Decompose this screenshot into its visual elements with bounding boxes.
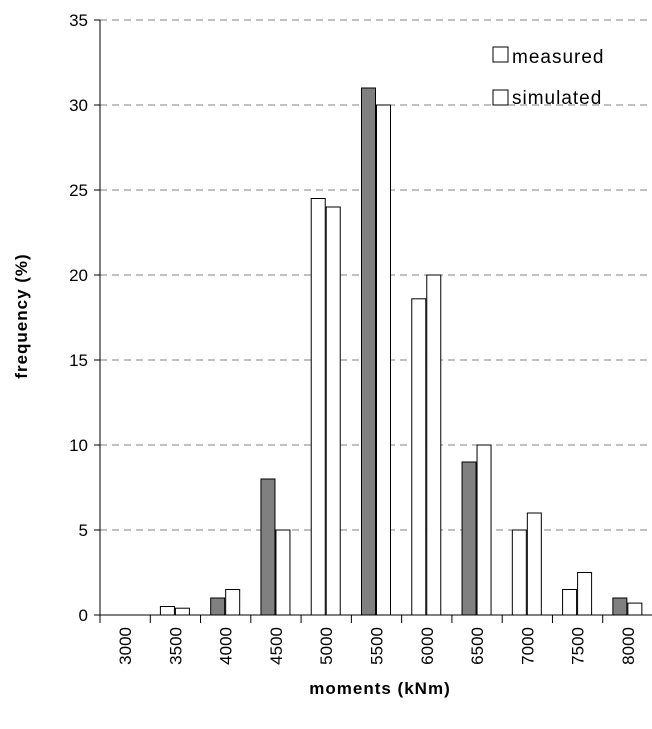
bar-simulated-3500 <box>174 607 190 616</box>
x-tick-label: 5500 <box>368 627 387 665</box>
y-tick-label: 5 <box>79 521 88 540</box>
bar-measured-3500 <box>159 606 175 616</box>
x-tick-label: 4000 <box>217 627 236 665</box>
bar-measured-7500 <box>562 589 578 616</box>
y-axis-title: frequency (%) <box>12 253 31 378</box>
x-tick-label: 3500 <box>166 627 185 665</box>
bar-measured-5000 <box>310 198 326 616</box>
x-axis-ticks: 3000 3500 4000 4500 5000 5500 6000 6500 7000 7500… <box>99 615 638 665</box>
x-tick-label: 6500 <box>468 627 487 665</box>
y-tick-label: 10 <box>69 436 88 455</box>
y-tick-label: 30 <box>69 96 88 115</box>
legend-item-simulated: simulated <box>492 88 602 109</box>
legend-label-simulated: simulated <box>512 88 602 109</box>
bar-simulated-4500 <box>275 529 291 616</box>
legend-label-measured: measured <box>512 47 605 68</box>
legend-swatch-measured <box>492 46 509 63</box>
legend-swatch-simulated <box>492 89 509 106</box>
bar-simulated-8000 <box>627 602 643 616</box>
x-tick-label: 7500 <box>569 627 588 665</box>
y-tick-label: 35 <box>69 11 88 30</box>
y-tick-label: 15 <box>69 351 88 370</box>
bar-measured-6000 <box>411 298 427 616</box>
bar-measured-7000 <box>511 529 527 616</box>
x-axis-title: moments (kNm) <box>309 679 450 698</box>
x-tick-label: 7000 <box>518 627 537 665</box>
y-axis-ticks: 0 5 10 15 20 25 30 35 <box>69 11 100 625</box>
bar-measured-5500 <box>361 87 376 616</box>
bar-simulated-6000 <box>426 274 442 616</box>
bar-measured-4000 <box>210 597 226 616</box>
legend: measured simulated <box>492 46 605 109</box>
x-tick-label: 4500 <box>267 627 286 665</box>
x-tick-label: 6000 <box>418 627 437 665</box>
bar-simulated-6500 <box>476 444 492 616</box>
bar-simulated-4000 <box>225 589 241 616</box>
bar-simulated-5500 <box>376 104 391 616</box>
bar-measured-6500 <box>461 461 477 616</box>
x-tick-label: 5000 <box>317 627 336 665</box>
bar-simulated-7000 <box>526 512 542 616</box>
bar-simulated-5000 <box>325 206 341 616</box>
x-tick-label: 3000 <box>116 627 135 665</box>
bars <box>159 87 643 616</box>
x-tick-label: 8000 <box>619 627 638 665</box>
y-tick-label: 25 <box>69 181 88 200</box>
legend-item-measured: measured <box>492 46 605 68</box>
bar-measured-8000 <box>612 597 628 616</box>
bar-measured-4500 <box>260 478 276 616</box>
y-tick-label: 20 <box>69 266 88 285</box>
y-tick-label: 0 <box>79 606 88 625</box>
bar-simulated-7500 <box>577 572 593 616</box>
